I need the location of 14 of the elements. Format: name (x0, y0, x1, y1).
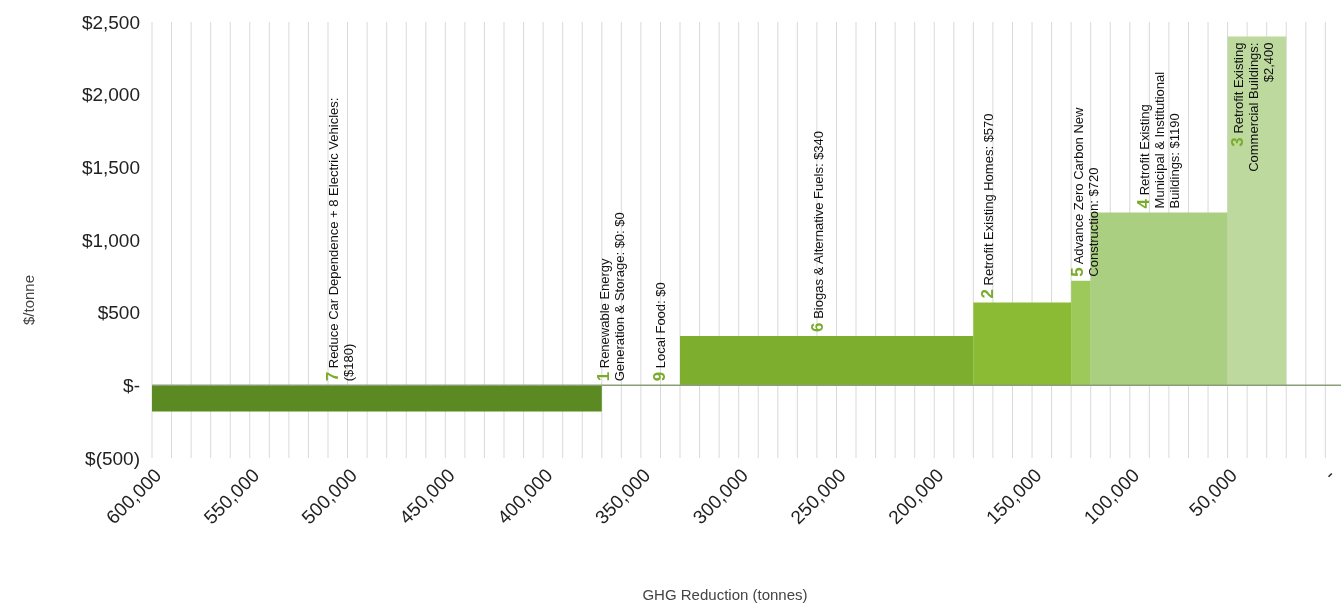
y-tick-label: $1,000 (81, 229, 140, 251)
y-tick-label: $2,000 (81, 84, 140, 106)
x-axis-title: GHG Reduction (tonnes) (642, 586, 808, 603)
annotation: 2 Retrofit Existing Homes: $570 (977, 113, 997, 299)
y-tick-label: $2,500 (81, 11, 140, 33)
annotation: 9 Local Food: $0 (650, 282, 669, 382)
y-tick-label: $1,500 (81, 156, 140, 178)
annotation: 7 Reduce Car Dependence + 8 Electric Vehicles: ($180) (322, 97, 356, 382)
y-tick-label: $500 (97, 302, 140, 324)
annotation: 6 Biogas & Alternative Fuels: $340 (807, 130, 827, 332)
y-axis-title: $/tonne (19, 274, 37, 326)
y-tick-label: $(500) (85, 447, 140, 469)
x-tick-label: - (1319, 464, 1339, 484)
y-tick-label: $- (123, 374, 140, 396)
